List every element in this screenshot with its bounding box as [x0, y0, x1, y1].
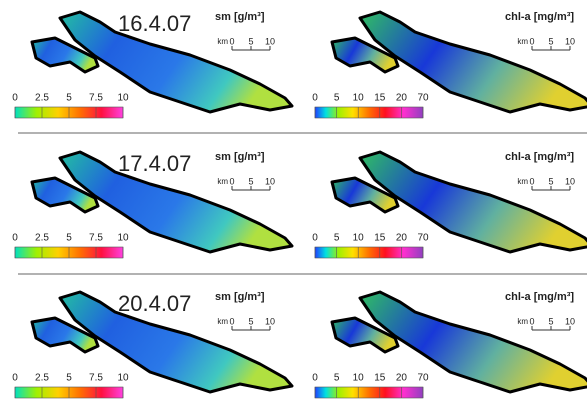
- colorbar: [314, 246, 424, 259]
- date-label: 16.4.07: [118, 11, 191, 36]
- scale-tick-label: 0: [529, 176, 534, 186]
- colorbar-tick-label: 10: [117, 233, 129, 244]
- scale-tick-label: 0: [229, 36, 234, 46]
- colorbar-tick-label: 10: [117, 93, 129, 104]
- colorbar-tick-label: 70: [417, 93, 429, 104]
- scale-tick-label: 5: [548, 176, 553, 186]
- scale-tick-label: 10: [265, 176, 275, 186]
- scale-unit: km: [517, 177, 528, 186]
- colorbar-tick-label: 2.5: [35, 233, 49, 244]
- chl-map-panel: chl-a [mg/m³]km 0 5 100 5 10 15 20 70: [312, 10, 587, 119]
- scale-tick-label: 0: [529, 316, 534, 326]
- colorbar: [314, 106, 424, 119]
- colorbar-tick-label: 2.5: [35, 93, 49, 104]
- colorbar-tick-label: 0: [12, 233, 18, 244]
- scale-tick-label: 10: [565, 176, 575, 186]
- scale-tick-label: 10: [265, 316, 275, 326]
- scale-tick-label: 0: [529, 36, 534, 46]
- scale-tick-label: 5: [248, 176, 253, 186]
- colorbar-tick-label: 2.5: [35, 373, 49, 384]
- scale-tick-label: 0: [229, 176, 234, 186]
- colorbar-tick-label: 5: [66, 373, 72, 384]
- scale-tick-label: 5: [248, 316, 253, 326]
- colorbar-tick-label: 20: [396, 233, 408, 244]
- colorbar-tick-label: 5: [334, 373, 340, 384]
- colorbar-tick-label: 15: [374, 93, 386, 104]
- lake-map: [330, 290, 587, 394]
- scale-tick-label: 10: [565, 36, 575, 46]
- colorbar-tick-label: 20: [396, 373, 408, 384]
- scale-unit: km: [517, 317, 528, 326]
- colorbar-tick-label: 5: [66, 93, 72, 104]
- colorbar-tick-label: 0: [12, 373, 18, 384]
- scale-unit: km: [217, 317, 228, 326]
- colorbar-tick-label: 10: [353, 373, 365, 384]
- lake-map: [330, 10, 587, 114]
- colorbar-tick-label: 7.5: [89, 93, 103, 104]
- colorbar: [314, 386, 424, 399]
- colorbar-tick-label: 5: [334, 233, 340, 244]
- date-label: 20.4.07: [118, 291, 191, 316]
- scale-tick-label: 10: [265, 36, 275, 46]
- scale-tick-label: 5: [248, 36, 253, 46]
- chl-map-panel: chl-a [mg/m³]km 0 5 100 5 10 15 20 70: [312, 290, 587, 399]
- colorbar-tick-label: 0: [312, 93, 318, 104]
- scale-tick-label: 10: [565, 316, 575, 326]
- colorbar-tick-label: 7.5: [89, 373, 103, 384]
- colorbar-tick-label: 0: [12, 93, 18, 104]
- colorbar-tick-label: 70: [417, 233, 429, 244]
- colorbar-tick-label: 10: [353, 233, 365, 244]
- map-label: chl-a [mg/m³]: [505, 151, 574, 163]
- map-label: sm [g/m³]: [215, 291, 265, 303]
- colorbar-tick-label: 0: [312, 233, 318, 244]
- scale-unit: km: [217, 177, 228, 186]
- colorbar-tick-label: 15: [374, 373, 386, 384]
- colorbar-tick-label: 10: [117, 373, 129, 384]
- map-label: chl-a [mg/m³]: [505, 291, 574, 303]
- colorbar-tick-label: 70: [417, 373, 429, 384]
- colorbar-tick-label: 10: [353, 93, 365, 104]
- colorbar-tick-label: 0: [312, 373, 318, 384]
- colorbar-tick-label: 20: [396, 93, 408, 104]
- map-label: sm [g/m³]: [215, 151, 265, 163]
- colorbar-tick-label: 7.5: [89, 233, 103, 244]
- chl-map-panel: chl-a [mg/m³]km 0 5 100 5 10 15 20 70: [312, 150, 587, 259]
- lake-map: [330, 150, 587, 254]
- scale-unit: km: [517, 37, 528, 46]
- date-label: 17.4.07: [118, 151, 191, 176]
- colorbar-tick-label: 5: [334, 93, 340, 104]
- map-label: chl-a [mg/m³]: [505, 11, 574, 23]
- scale-tick-label: 5: [548, 316, 553, 326]
- map-label: sm [g/m³]: [215, 11, 265, 23]
- scale-unit: km: [217, 37, 228, 46]
- scale-tick-label: 5: [548, 36, 553, 46]
- colorbar-tick-label: 5: [66, 233, 72, 244]
- scale-tick-label: 0: [229, 316, 234, 326]
- colorbar-tick-label: 15: [374, 233, 386, 244]
